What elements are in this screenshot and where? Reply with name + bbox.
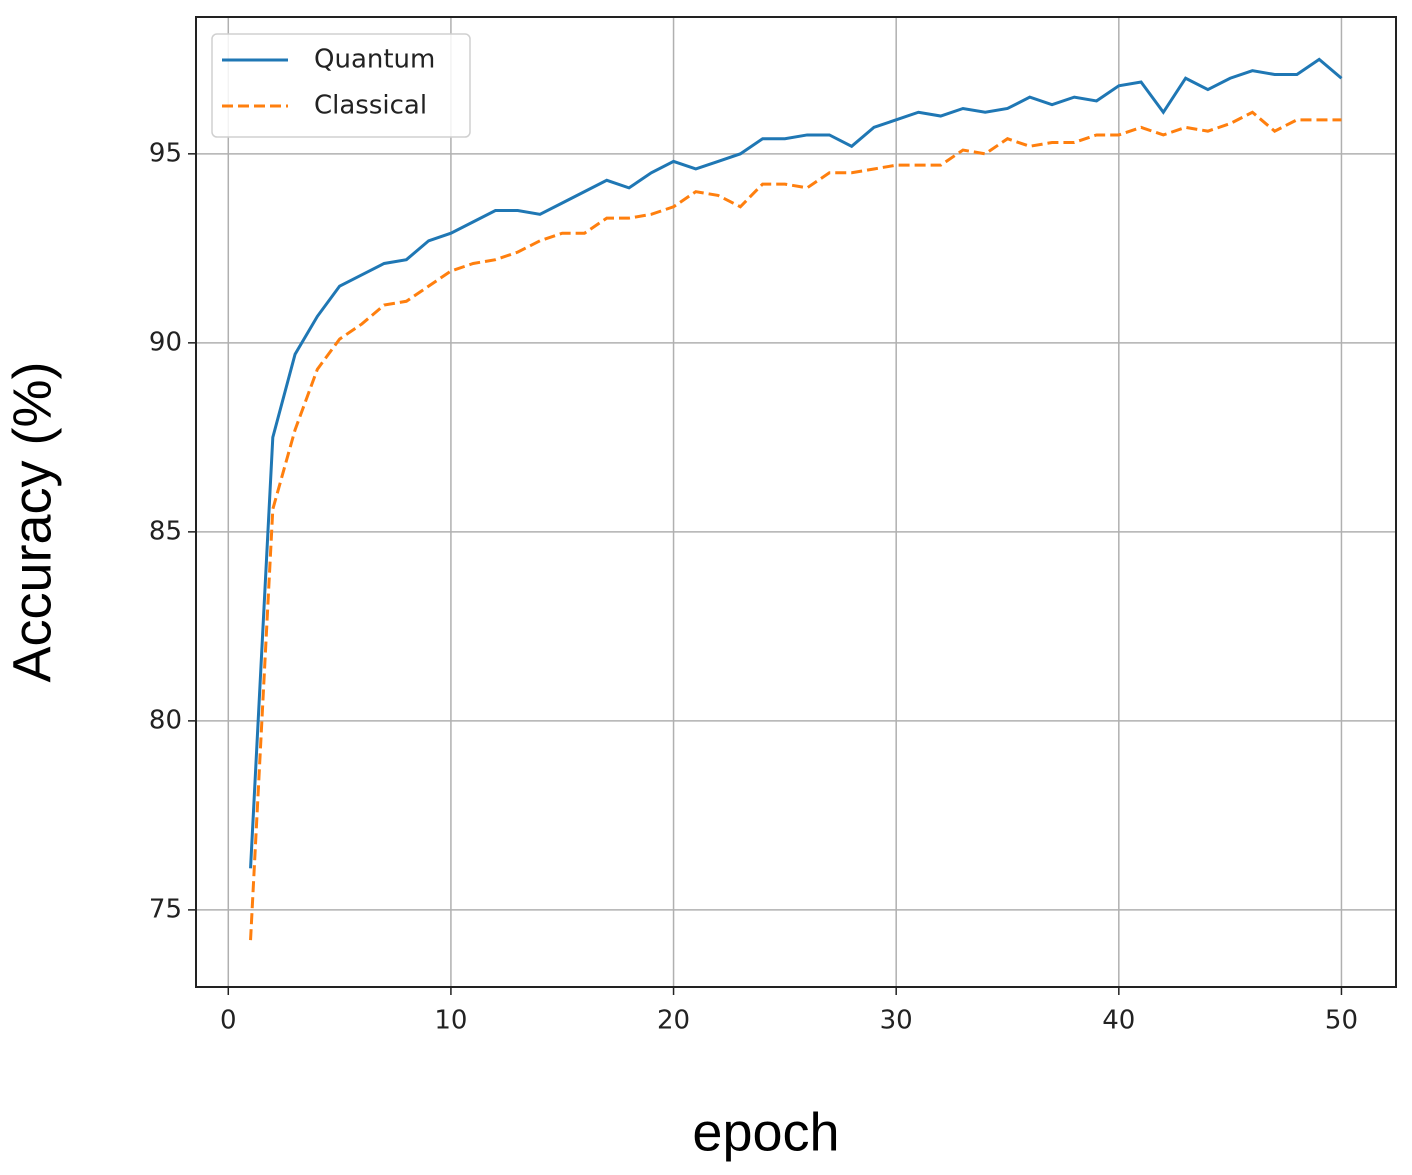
series-line [249,110,1342,941]
y-tick-label: 75 [149,894,182,924]
x-tick-label: 40 [1102,1006,1135,1036]
x-tick-label: 10 [434,1006,467,1036]
series-line [249,57,1343,869]
x-tick-label: 20 [657,1006,690,1036]
x-tick-label: 0 [220,1006,237,1036]
x-axis-label: epoch [692,1102,839,1162]
legend-label: Classical [314,91,427,121]
x-tick-label: 50 [1325,1006,1358,1036]
x-tick-label: 30 [880,1006,913,1036]
legend: Quantum Classical [211,33,471,138]
y-tick-label: 80 [149,705,182,735]
y-axis-label: Accuracy (%) [2,361,62,682]
y-tick-label: 85 [149,516,182,546]
y-tick-label: 90 [149,327,182,357]
y-tick-label: 95 [149,138,182,168]
legend-label: Quantum [314,45,435,75]
plot-frame [195,16,1397,988]
